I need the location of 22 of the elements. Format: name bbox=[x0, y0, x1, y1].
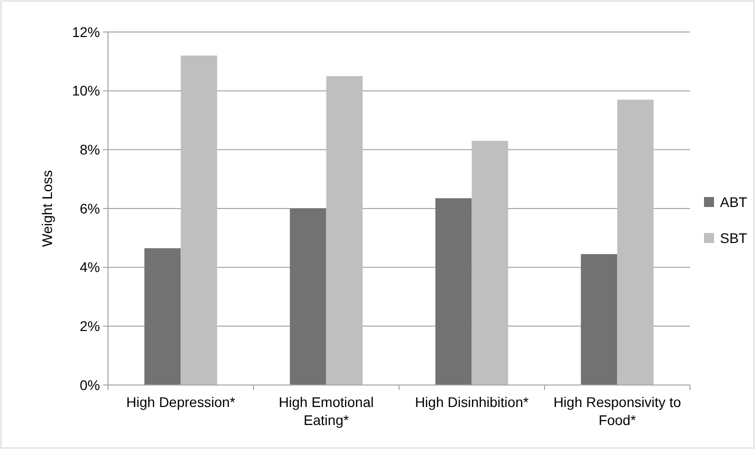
y-tick-label: 12% bbox=[72, 24, 100, 40]
x-tick-label: High Responsivity to Food* bbox=[553, 394, 682, 428]
bar bbox=[144, 248, 181, 385]
x-tick-label: High Disinhibition* bbox=[414, 394, 530, 410]
y-tick-label: 8% bbox=[80, 142, 100, 158]
bar bbox=[617, 100, 654, 385]
bar bbox=[435, 198, 472, 385]
bar bbox=[290, 208, 326, 385]
bar bbox=[326, 76, 363, 385]
y-tick-label: 0% bbox=[80, 376, 100, 393]
legend-label: ABT bbox=[720, 194, 748, 210]
bar bbox=[180, 56, 218, 385]
y-axis-title: Weight Loss bbox=[39, 170, 55, 247]
y-tick-label: 2% bbox=[80, 318, 100, 334]
bar bbox=[580, 254, 618, 385]
x-tick-label: High Depression* bbox=[126, 394, 236, 410]
bar bbox=[472, 140, 508, 385]
legend-label: SBT bbox=[720, 230, 748, 246]
y-tick-label: 4% bbox=[80, 259, 100, 276]
x-tick-label: High Emotional Eating* bbox=[278, 394, 374, 428]
y-tick-label: 10% bbox=[72, 82, 100, 99]
y-tick-label: 6% bbox=[80, 200, 100, 216]
